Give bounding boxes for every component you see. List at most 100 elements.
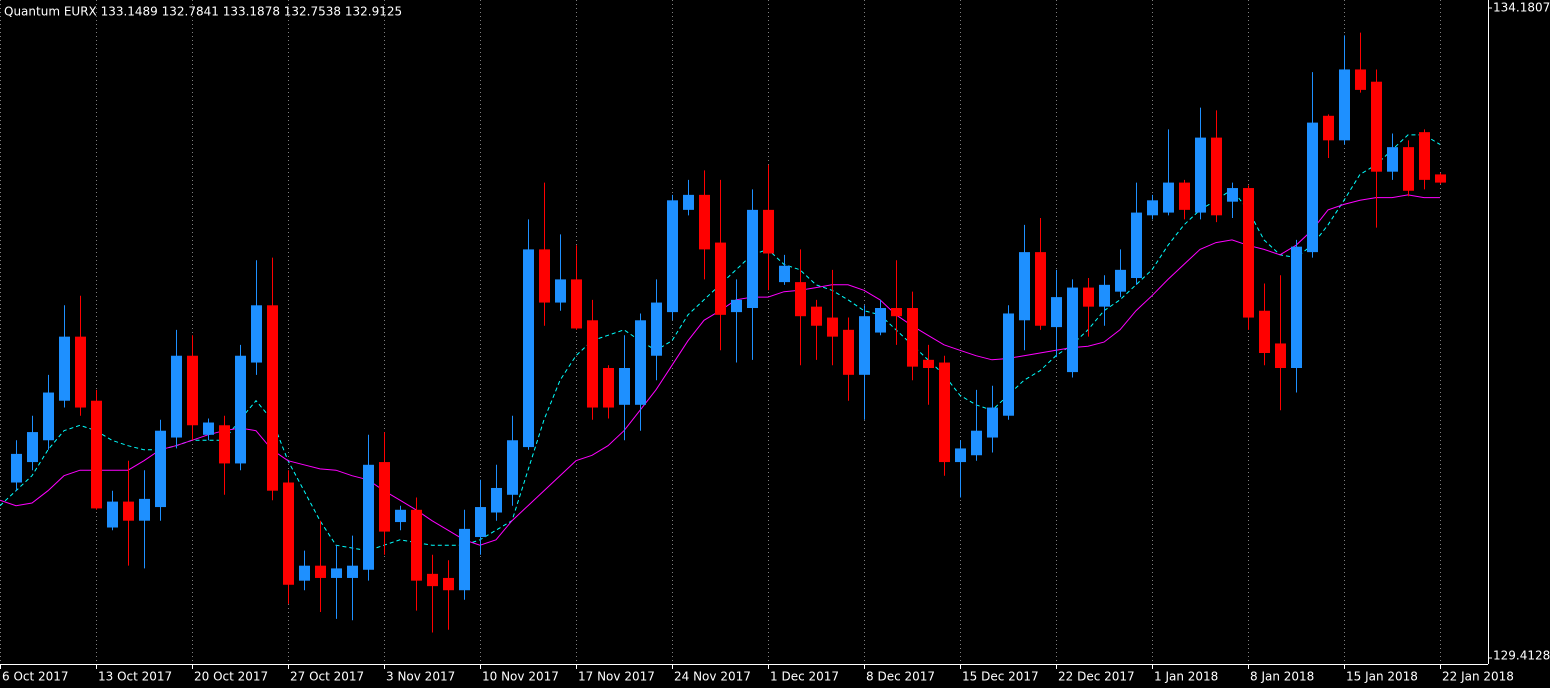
candle-body — [683, 194, 694, 210]
candle-body — [651, 302, 662, 356]
candle-body — [939, 362, 950, 463]
candle-body — [875, 308, 886, 333]
candle-body — [235, 355, 246, 464]
x-tick-label: 24 Nov 2017 — [674, 670, 751, 684]
candle-body — [747, 209, 758, 309]
candle-body — [1099, 284, 1110, 307]
candle-body — [1051, 297, 1062, 328]
candle-body — [59, 336, 70, 401]
candle-body — [1019, 252, 1030, 321]
candle-body — [1131, 212, 1142, 279]
chart-title: Quantum EURX 133.1489 132.7841 133.1878 … — [4, 5, 402, 19]
candle-body — [923, 359, 934, 369]
candle-body — [763, 209, 774, 254]
candle-body — [603, 368, 614, 408]
candle-body — [859, 316, 870, 375]
candle-body — [571, 279, 582, 329]
candle-body — [907, 308, 918, 367]
candle-body — [459, 528, 470, 591]
candle-body — [987, 407, 998, 438]
candle-body — [443, 577, 454, 591]
candle-body — [1339, 69, 1350, 141]
candle-body — [1227, 188, 1238, 202]
x-tick-label: 20 Oct 2017 — [194, 670, 268, 684]
candle-body — [1035, 252, 1046, 326]
candle-body — [11, 453, 22, 483]
candle-body — [1211, 137, 1222, 216]
candle-body — [955, 448, 966, 463]
x-tick-label: 22 Dec 2017 — [1058, 670, 1135, 684]
candle-body — [379, 462, 390, 532]
candle-body — [171, 355, 182, 438]
candle-body — [507, 440, 518, 495]
candle-body — [283, 482, 294, 585]
candle-body — [331, 568, 342, 578]
candle-body — [251, 305, 262, 363]
candle-body — [1179, 182, 1190, 210]
candle-body — [43, 392, 54, 441]
candle-body — [1115, 269, 1126, 292]
candle-body — [667, 200, 678, 313]
candle-body — [187, 355, 198, 426]
candle-body — [155, 430, 166, 508]
candle-body — [843, 329, 854, 375]
candle-body — [891, 308, 902, 317]
candle-body — [731, 299, 742, 313]
x-tick-label: 15 Jan 2018 — [1346, 670, 1418, 684]
candle-body — [1403, 147, 1414, 191]
y-tick-label: 134.1807 — [1493, 1, 1550, 15]
candle-body — [1291, 246, 1302, 369]
candle-body — [427, 573, 438, 587]
candle-body — [811, 306, 822, 326]
y-tick-label: 129.4128 — [1493, 649, 1550, 663]
x-tick-label: 15 Dec 2017 — [962, 670, 1039, 684]
candle-body — [315, 565, 326, 578]
candle-body — [1003, 313, 1014, 416]
candle-body — [363, 464, 374, 570]
x-tick-label: 6 Oct 2017 — [2, 670, 69, 684]
candle-body — [1243, 188, 1254, 318]
candle-body — [1355, 69, 1366, 90]
x-tick-label: 27 Oct 2017 — [290, 670, 364, 684]
x-tick-label: 1 Jan 2018 — [1154, 670, 1218, 684]
candle-body — [491, 487, 502, 513]
candle-body — [91, 400, 102, 509]
candle-body — [267, 305, 278, 491]
candle-body — [779, 265, 790, 283]
x-tick-label: 1 Dec 2017 — [770, 670, 839, 684]
candles — [11, 32, 1446, 633]
candle-body — [1435, 174, 1446, 183]
x-tick-label: 13 Oct 2017 — [98, 670, 172, 684]
candle-body — [555, 279, 566, 303]
candle-body — [523, 249, 534, 448]
candle-body — [619, 368, 630, 405]
candle-body — [395, 509, 406, 523]
candle-body — [107, 501, 118, 528]
candle-body — [1083, 287, 1094, 307]
candle-body — [971, 430, 982, 456]
candle-body — [1387, 147, 1398, 172]
candle-body — [539, 249, 550, 303]
candle-body — [795, 282, 806, 317]
candle-body — [1371, 81, 1382, 172]
x-tick-label: 10 Nov 2017 — [482, 670, 559, 684]
candle-body — [75, 336, 86, 408]
candle-body — [475, 507, 486, 538]
candle-body — [827, 317, 838, 337]
candle-body — [1195, 137, 1206, 213]
candle-body — [587, 320, 598, 408]
x-tick-label: 8 Dec 2017 — [866, 670, 935, 684]
candle-body — [1163, 182, 1174, 213]
x-tick-label: 8 Jan 2018 — [1250, 670, 1314, 684]
x-tick-label: 3 Nov 2017 — [386, 670, 455, 684]
candle-body — [1259, 310, 1270, 354]
candle-body — [219, 425, 230, 464]
x-tick-label: 22 Jan 2018 — [1442, 670, 1514, 684]
candle-body — [699, 194, 710, 250]
candle-body — [27, 432, 38, 463]
candle-body — [347, 565, 358, 578]
candle-body — [203, 422, 214, 435]
candle-body — [411, 509, 422, 581]
candle-body — [1419, 132, 1430, 180]
